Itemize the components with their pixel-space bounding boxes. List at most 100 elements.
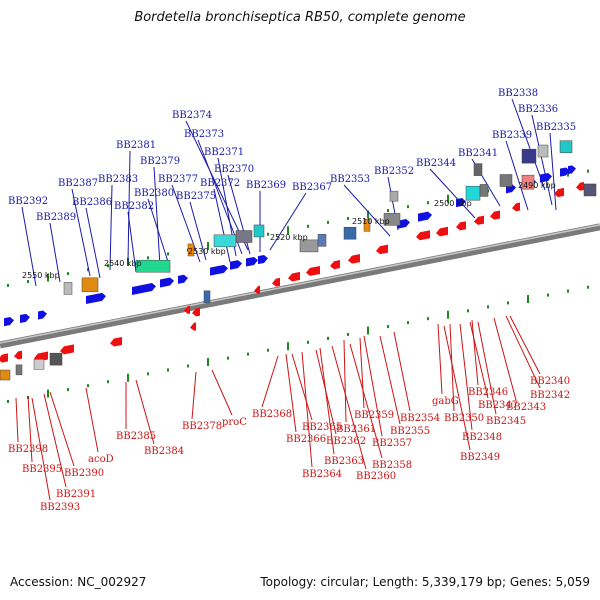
- gene-label: BB2372: [200, 178, 240, 189]
- label-callout-line: [109, 184, 113, 271]
- gene-label: BB2363: [324, 456, 364, 467]
- feature-block: [317, 234, 327, 247]
- genome-summary-text: Topology: circular; Length: 5,339,179 bp…: [260, 575, 590, 589]
- feature-block: [213, 234, 237, 248]
- reverse-gene-arrow: [554, 187, 564, 198]
- gene-label: BB2341: [458, 148, 498, 159]
- gene-label: BB2392: [8, 196, 48, 207]
- label-callout-line: [291, 353, 313, 421]
- forward-gene-arrow: [398, 219, 410, 229]
- label-callout-line: [127, 211, 137, 273]
- genome-title: Bordetella bronchiseptica RB50, complete…: [134, 10, 466, 25]
- reverse-gene-arrow: [330, 260, 340, 270]
- label-callout-line: [49, 222, 61, 283]
- gene-label: BB2374: [172, 110, 212, 121]
- feature-block: [81, 277, 99, 293]
- gene-label: BB2380: [134, 188, 174, 199]
- label-callout-line: [71, 188, 91, 277]
- gene-label: BB2364: [302, 469, 342, 480]
- forward-gene-arrow: [246, 256, 258, 267]
- forward-gene-arrow: [210, 264, 228, 276]
- label-callout-line: [549, 132, 557, 211]
- feature-block: [235, 230, 253, 243]
- gene-label: BB2347: [478, 400, 518, 411]
- scale-label: 2540 kbp: [104, 259, 142, 268]
- label-callout-line: [49, 391, 75, 467]
- label-callout-line: [171, 184, 201, 263]
- reverse-gene-arrow: [306, 265, 320, 276]
- forward-gene-arrow: [132, 283, 156, 295]
- label-callout-line: [213, 188, 231, 263]
- feature-block: [389, 190, 399, 202]
- feature-block: [363, 219, 371, 232]
- feature-block: [203, 290, 211, 304]
- feature-block: [135, 259, 171, 273]
- reverse-gene-arrow: [60, 344, 74, 355]
- gene-label: acoD: [88, 454, 114, 465]
- scale-label: 2510 kbp: [352, 217, 390, 226]
- label-callout-line: [469, 321, 489, 399]
- gene-label: BB2361: [336, 424, 376, 435]
- gene-label: BB2375: [176, 191, 216, 202]
- gene-label: BB2390: [64, 468, 104, 479]
- label-callout-line: [189, 201, 207, 261]
- label-callout-line: [261, 355, 279, 408]
- label-callout-line: [493, 317, 517, 401]
- gene-label: BB2378: [182, 421, 222, 432]
- scale-label: 2530 kbp: [188, 247, 226, 256]
- gene-label: BB2395: [22, 464, 62, 475]
- accession-text: Accession: NC_002927: [10, 575, 147, 589]
- feature-block: [187, 243, 195, 257]
- feature-block: [49, 352, 63, 366]
- gene-label: BB2386: [72, 197, 112, 208]
- gene-label: BB2398: [8, 444, 48, 455]
- reverse-gene-arrow: [254, 285, 260, 295]
- forward-gene-arrow: [4, 317, 14, 327]
- label-callout-line: [85, 207, 101, 279]
- gene-label: BB2338: [498, 88, 538, 99]
- feature-block: [33, 359, 45, 370]
- label-callout-line: [43, 393, 67, 488]
- gene-label: BB2357: [372, 438, 412, 449]
- scale-label: 2500 kbp: [434, 199, 472, 208]
- gene-label: BB2393: [40, 502, 80, 513]
- label-callout-line: [429, 168, 476, 219]
- feature-block: [15, 364, 23, 376]
- label-callout-line: [349, 343, 383, 459]
- forward-gene-arrow: [560, 167, 570, 177]
- gene-label: BB2379: [140, 156, 180, 167]
- label-callout-line: [269, 192, 307, 251]
- feature-block: [521, 148, 537, 164]
- scale-label: 2520 kbp: [270, 233, 308, 242]
- label-callout-line: [191, 371, 197, 420]
- gene-label: gabG: [432, 396, 459, 407]
- gene-label: BB2387: [58, 178, 98, 189]
- label-callout-line: [127, 150, 131, 263]
- label-callout-line: [443, 325, 471, 451]
- gene-label: BB2381: [116, 140, 156, 151]
- gene-label: BB2370: [214, 164, 254, 175]
- gene-label: BB2340: [530, 376, 570, 387]
- gene-label: BB2335: [536, 122, 576, 133]
- gene-label: BB2373: [184, 129, 224, 140]
- gene-label: BB2339: [492, 130, 532, 141]
- scale-labels: 2490 kbp 2500 kbp 2510 kbp 2520 kbp 2530 kbp…: [22, 181, 556, 280]
- label-callout-line: [393, 331, 411, 412]
- reverse-gene-arrow: [14, 350, 22, 360]
- forward-gene-arrow: [86, 292, 106, 305]
- label-callout-line: [85, 387, 99, 453]
- backbone: [0, 223, 600, 349]
- gene-label: BB2353: [330, 174, 370, 185]
- gene-label: BB2342: [530, 390, 570, 401]
- label-callout-line: [27, 395, 33, 463]
- label-callout-line: [331, 345, 367, 470]
- gene-label: BB2384: [144, 446, 184, 457]
- forward-gene-arrow: [230, 260, 242, 270]
- label-callout-line: [135, 379, 155, 445]
- gene-label: BB2366: [286, 434, 326, 445]
- gene-label: BB2336: [518, 104, 558, 115]
- feature-block: [63, 282, 73, 295]
- forward-gene-arrow: [258, 254, 268, 265]
